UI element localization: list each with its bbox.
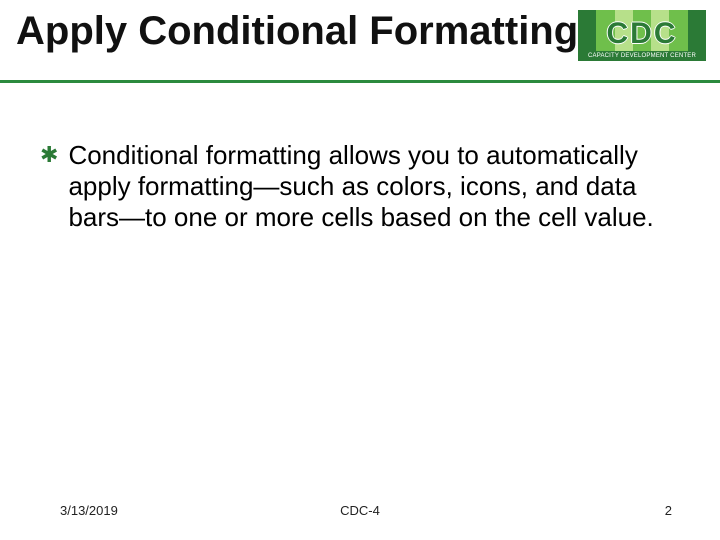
cdc-logo: CDC CAPACITY DEVELOPMENT CENTER <box>578 10 706 58</box>
bullet-item: ✱ Conditional formatting allows you to a… <box>40 140 680 234</box>
logo-caption: CAPACITY DEVELOPMENT CENTER <box>578 51 706 61</box>
slide: Apply Conditional Formatting CDC CAPACIT… <box>0 0 720 540</box>
bullet-text: Conditional formatting allows you to aut… <box>68 140 680 234</box>
body: ✱ Conditional formatting allows you to a… <box>40 140 680 234</box>
page-title: Apply Conditional Formatting <box>16 10 578 52</box>
footer-date: 3/13/2019 <box>60 503 118 518</box>
footer: 3/13/2019 CDC-4 2 <box>0 503 720 518</box>
footer-center: CDC-4 <box>340 503 380 518</box>
title-rule <box>0 80 720 83</box>
footer-page-number: 2 <box>665 503 672 518</box>
bullet-marker-icon: ✱ <box>40 140 58 170</box>
